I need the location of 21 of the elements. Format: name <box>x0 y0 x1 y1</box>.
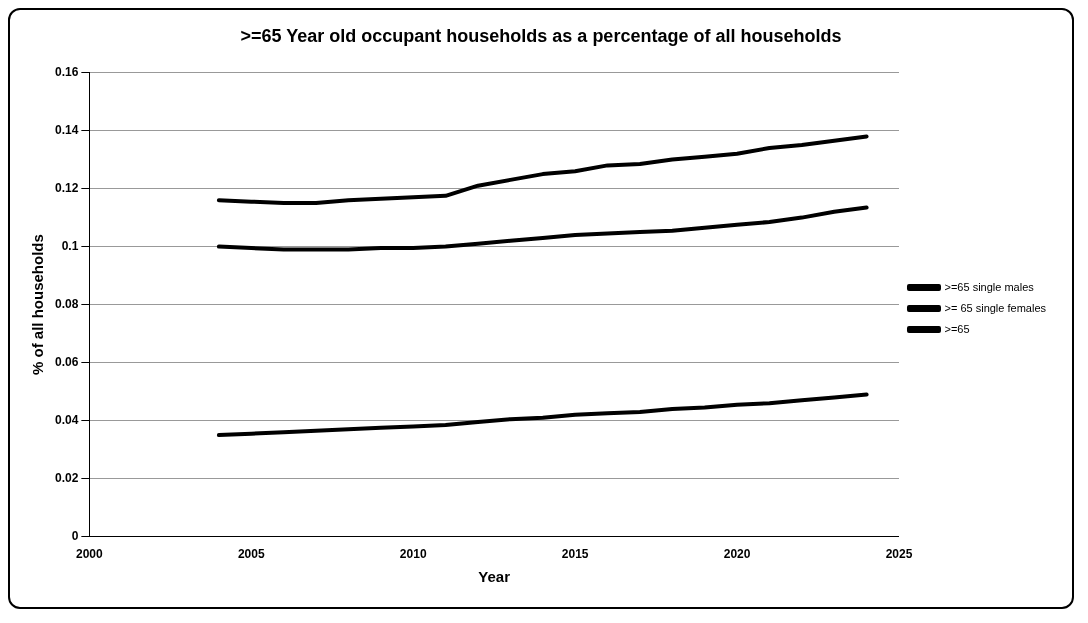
x-tick-label: 2025 <box>885 547 913 562</box>
legend-label: >=65 <box>944 322 970 335</box>
chart-title: >=65 Year old occupant households as a percentage of all households <box>240 25 842 46</box>
x-tick-label: 2000 <box>76 547 104 562</box>
y-tick-label: 0 <box>71 528 79 543</box>
x-tick-label: 2010 <box>399 547 427 562</box>
x-axis-title: Year <box>478 568 511 586</box>
y-tick-label: 0.16 <box>55 64 79 79</box>
y-tick-label: 0.12 <box>55 180 79 195</box>
y-tick-label: 0.1 <box>61 238 79 253</box>
x-tick-label: 2020 <box>723 547 751 562</box>
y-tick-label: 0.06 <box>55 354 79 369</box>
x-tick-label: 2015 <box>561 547 589 562</box>
y-tick-label: 0.04 <box>55 412 79 427</box>
legend-label: >= 65 single females <box>944 301 1047 314</box>
y-tick-label: 0.14 <box>55 122 79 137</box>
y-tick-label: 0.08 <box>55 296 79 311</box>
legend-label: >=65 single males <box>944 280 1035 293</box>
x-tick-label: 2005 <box>237 547 265 562</box>
y-tick-label: 0.02 <box>55 470 79 485</box>
y-axis-title: % of all households <box>29 234 47 376</box>
